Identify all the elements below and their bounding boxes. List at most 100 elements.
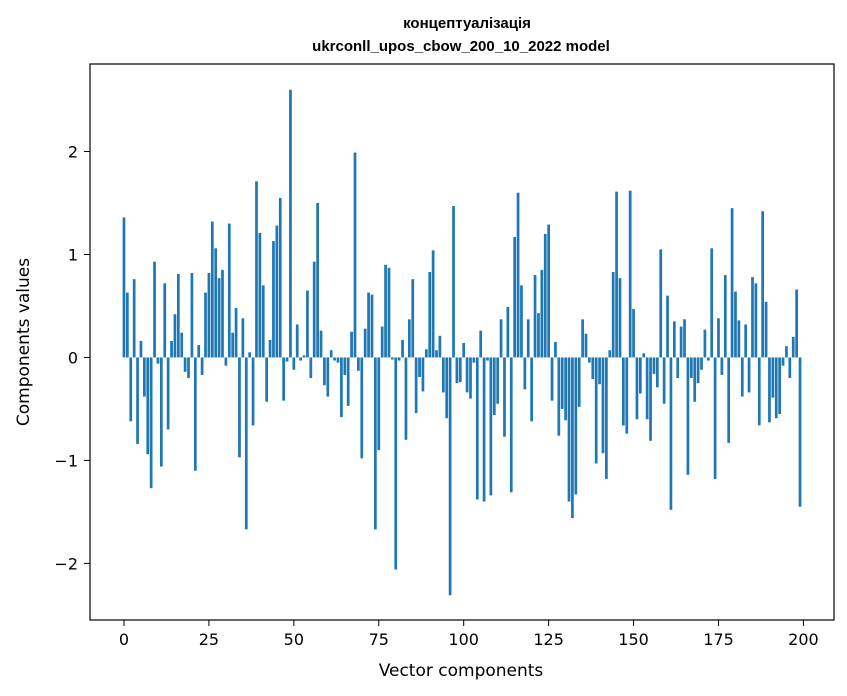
bar-component-109 — [492, 357, 496, 416]
bar-component-122 — [537, 313, 540, 358]
bar-component-45 — [275, 225, 279, 358]
bar-component-115 — [513, 236, 517, 358]
bar-component-121 — [533, 275, 537, 358]
bar-component-114 — [509, 357, 513, 493]
bar-component-19 — [187, 357, 190, 379]
bar-component-89 — [424, 349, 428, 358]
bar-component-40 — [258, 232, 262, 358]
bar-component-175 — [717, 318, 720, 358]
bar-component-157 — [655, 357, 659, 388]
bar-component-98 — [455, 357, 459, 384]
bar-component-118 — [523, 357, 527, 390]
bar-component-119 — [526, 319, 530, 358]
bar-component-55 — [309, 357, 313, 379]
bar-component-27 — [214, 248, 218, 358]
x-tick-label: 150 — [618, 630, 649, 649]
bar-component-108 — [489, 357, 493, 496]
bar-component-82 — [401, 339, 404, 358]
bar-component-66 — [346, 357, 350, 406]
bar-component-87 — [418, 357, 421, 377]
bar-component-76 — [380, 326, 384, 358]
bar-component-138 — [591, 357, 595, 380]
bar-component-124 — [543, 233, 547, 358]
bar-component-188 — [761, 211, 765, 358]
bar-component-164 — [679, 326, 683, 358]
bar-component-1 — [126, 292, 129, 358]
bar-component-174 — [713, 357, 717, 479]
bar-component-51 — [295, 324, 299, 358]
bar-component-0 — [122, 217, 126, 358]
y-tick-label: −2 — [54, 554, 78, 573]
bar-component-189 — [764, 301, 768, 358]
bar-component-116 — [516, 192, 520, 358]
bar-component-57 — [316, 203, 319, 358]
bar-component-120 — [530, 357, 533, 422]
bar-component-171 — [703, 329, 707, 358]
bar-component-24 — [204, 292, 207, 358]
bar-component-30 — [224, 357, 228, 366]
x-axis-label: Vector components — [379, 661, 544, 681]
bar-component-149 — [628, 190, 632, 358]
bar-component-136 — [584, 333, 588, 358]
bar-component-181 — [737, 320, 741, 358]
bar-component-113 — [506, 306, 510, 358]
bar-component-95 — [445, 357, 449, 419]
bar-component-131 — [567, 357, 571, 502]
bar-component-94 — [441, 357, 445, 393]
bar-component-16 — [176, 274, 180, 358]
bar-component-134 — [577, 357, 581, 407]
bar-component-135 — [581, 319, 584, 358]
bar-component-21 — [193, 357, 197, 471]
bar-component-160 — [666, 295, 669, 358]
bar-component-133 — [574, 357, 578, 495]
bar-component-190 — [768, 357, 771, 423]
bar-component-31 — [227, 223, 231, 358]
bar-component-170 — [700, 357, 703, 370]
bar-component-103 — [472, 357, 476, 363]
bar-component-179 — [730, 208, 734, 358]
bar-component-154 — [645, 357, 649, 420]
bar-component-7 — [146, 357, 150, 455]
bar-component-173 — [710, 248, 714, 358]
bar-component-102 — [469, 357, 472, 399]
bar-component-4 — [136, 357, 139, 444]
bar-component-79 — [391, 357, 394, 360]
bar-component-53 — [302, 355, 306, 358]
bar-component-42 — [265, 357, 269, 402]
bar-component-90 — [428, 271, 432, 358]
bar-component-194 — [781, 357, 785, 366]
bar-component-150 — [632, 309, 635, 358]
bar-component-61 — [329, 350, 333, 358]
bar-component-77 — [384, 264, 387, 358]
bar-component-105 — [479, 330, 483, 358]
bar-component-182 — [740, 357, 744, 397]
bar-component-80 — [394, 357, 398, 570]
bar-component-44 — [272, 241, 275, 358]
bar-component-22 — [197, 345, 201, 358]
bar-component-75 — [377, 357, 381, 451]
bar-component-132 — [571, 357, 574, 519]
bar-component-49 — [289, 89, 292, 358]
bar-component-128 — [557, 357, 561, 436]
bar-component-187 — [757, 357, 761, 426]
bar-component-62 — [333, 357, 336, 361]
x-tick-label: 125 — [533, 630, 564, 649]
bar-component-162 — [672, 321, 676, 358]
bar-component-2 — [129, 357, 133, 422]
bar-component-39 — [255, 181, 258, 358]
bar-component-142 — [605, 357, 608, 479]
bar-component-127 — [554, 342, 557, 358]
bar-component-152 — [639, 357, 642, 394]
bar-component-59 — [323, 357, 326, 386]
y-tick-label: −1 — [54, 451, 78, 470]
bar-component-20 — [190, 273, 194, 358]
bar-component-148 — [625, 357, 629, 434]
bar-component-139 — [594, 357, 598, 464]
bar-component-117 — [520, 285, 523, 358]
bar-component-161 — [669, 357, 673, 510]
bar-component-35 — [241, 318, 245, 358]
bar-component-65 — [343, 357, 347, 375]
bar-component-26 — [210, 221, 214, 358]
bar-component-8 — [149, 357, 153, 489]
